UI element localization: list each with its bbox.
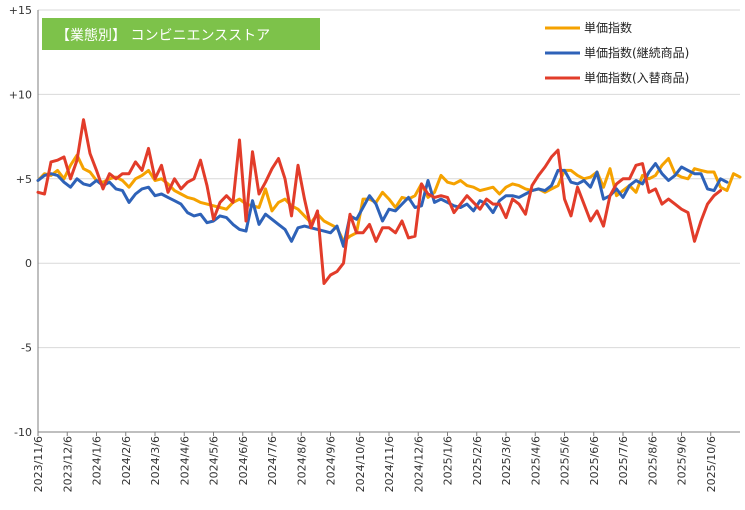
x-tick-label: 2024/6/6 xyxy=(237,436,250,485)
x-tick-label: 2023/11/6 xyxy=(32,436,45,492)
badge-label: 【業態別】 コンビニエンスストア xyxy=(56,28,270,44)
y-tick-labels: +15 +10 +5 0 -5 -10 xyxy=(9,4,32,439)
x-tick-label: 2024/5/6 xyxy=(208,436,221,485)
y-tick-label: +5 xyxy=(16,173,32,186)
x-tick-label: 2025/2/6 xyxy=(471,436,484,485)
x-tick-label: 2024/4/6 xyxy=(178,436,191,485)
x-tick-label: 2025/7/6 xyxy=(617,436,630,485)
x-tick-label: 2024/2/6 xyxy=(120,436,133,485)
x-tick-labels: 2023/11/6 2023/12/6 2024/1/6 2024/2/6 2024/3… xyxy=(32,432,718,492)
x-tick-label: 2024/9/6 xyxy=(325,436,338,485)
y-tick-label: 0 xyxy=(25,257,32,270)
x-tick-label: 2024/3/6 xyxy=(149,436,162,485)
series-lines xyxy=(36,118,742,285)
x-tick-label: 2024/12/6 xyxy=(412,436,425,492)
y-tick-label: +10 xyxy=(9,88,32,101)
legend-label: 単価指数(継続商品) xyxy=(584,45,689,60)
y-tick-label: -5 xyxy=(21,342,32,355)
x-tick-label: 2023/12/6 xyxy=(61,436,74,492)
series-line-3 xyxy=(36,118,722,285)
legend-label: 単価指数(入替商品) xyxy=(584,70,689,85)
x-tick-label: 2025/4/6 xyxy=(529,436,542,485)
x-tick-label: 2024/7/6 xyxy=(266,436,279,485)
x-tick-label: 2024/11/6 xyxy=(383,436,396,492)
x-tick-label: 2025/6/6 xyxy=(588,436,601,485)
x-tick-label: 2025/9/6 xyxy=(676,436,689,485)
y-tick-label: +15 xyxy=(9,4,32,17)
x-tick-label: 2024/1/6 xyxy=(91,436,104,485)
x-tick-label: 2025/8/6 xyxy=(646,436,659,485)
x-tick-label: 2024/10/6 xyxy=(354,436,367,492)
legend-label: 単価指数 xyxy=(584,20,632,35)
series-line-1 xyxy=(36,153,742,243)
x-tick-label: 2025/3/6 xyxy=(500,436,513,485)
x-tick-label: 2025/1/6 xyxy=(442,436,455,485)
x-tick-label: 2025/10/6 xyxy=(705,436,718,492)
x-tick-label: 2025/5/6 xyxy=(559,436,572,485)
y-tick-label: -10 xyxy=(14,426,32,439)
category-badge: 【業態別】 コンビニエンスストア xyxy=(42,18,320,50)
x-tick-label: 2024/8/6 xyxy=(295,436,308,485)
badge-background xyxy=(42,18,320,50)
